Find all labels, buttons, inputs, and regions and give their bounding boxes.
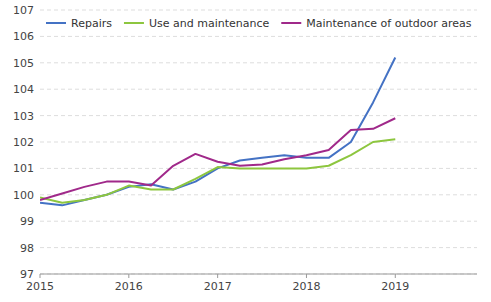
legend-label: Maintenance of outdoor areas	[306, 17, 471, 30]
legend-swatch	[281, 22, 301, 24]
legend-label: Repairs	[71, 17, 112, 30]
y-tick-label: 104	[13, 83, 34, 96]
x-tick	[128, 274, 129, 278]
x-tick	[40, 274, 41, 278]
legend-swatch	[124, 22, 144, 24]
y-tick-label: 99	[20, 215, 34, 228]
legend-swatch	[46, 22, 66, 24]
y-tick-label: 105	[13, 57, 34, 70]
y-tick-label: 98	[20, 242, 34, 255]
x-tick-label: 2015	[26, 280, 54, 293]
x-tick	[395, 274, 396, 278]
y-tick-label: 107	[13, 4, 34, 17]
grid-line	[40, 221, 477, 222]
y-tick-label: 101	[13, 162, 34, 175]
chart: 9798991001011021031041051061072015201620…	[0, 0, 491, 302]
y-grid	[40, 10, 477, 274]
legend: Repairs Use and maintenance Maintenance of…	[46, 17, 472, 30]
grid-line	[40, 142, 477, 143]
grid-line	[40, 89, 477, 90]
grid-line	[40, 36, 477, 37]
x-tick	[217, 274, 218, 278]
grid-line	[40, 62, 477, 63]
grid-line	[40, 274, 477, 275]
y-tick-label: 100	[13, 189, 34, 202]
legend-label: Use and maintenance	[149, 17, 270, 30]
series-line	[40, 139, 395, 202]
grid-line	[40, 115, 477, 116]
x-tick-label: 2016	[115, 280, 143, 293]
series-line	[40, 58, 395, 206]
x-tick-label: 2019	[381, 280, 409, 293]
y-tick-label: 106	[13, 30, 34, 43]
y-tick-label: 102	[13, 136, 34, 149]
x-axis-line	[40, 274, 477, 275]
x-tick	[306, 274, 307, 278]
y-tick-label: 103	[13, 110, 34, 123]
x-tick-label: 2017	[204, 280, 232, 293]
lines	[40, 58, 395, 206]
x-tick-label: 2018	[292, 280, 320, 293]
grid-line	[40, 10, 477, 11]
grid-line	[40, 247, 477, 248]
series-line	[40, 118, 395, 200]
